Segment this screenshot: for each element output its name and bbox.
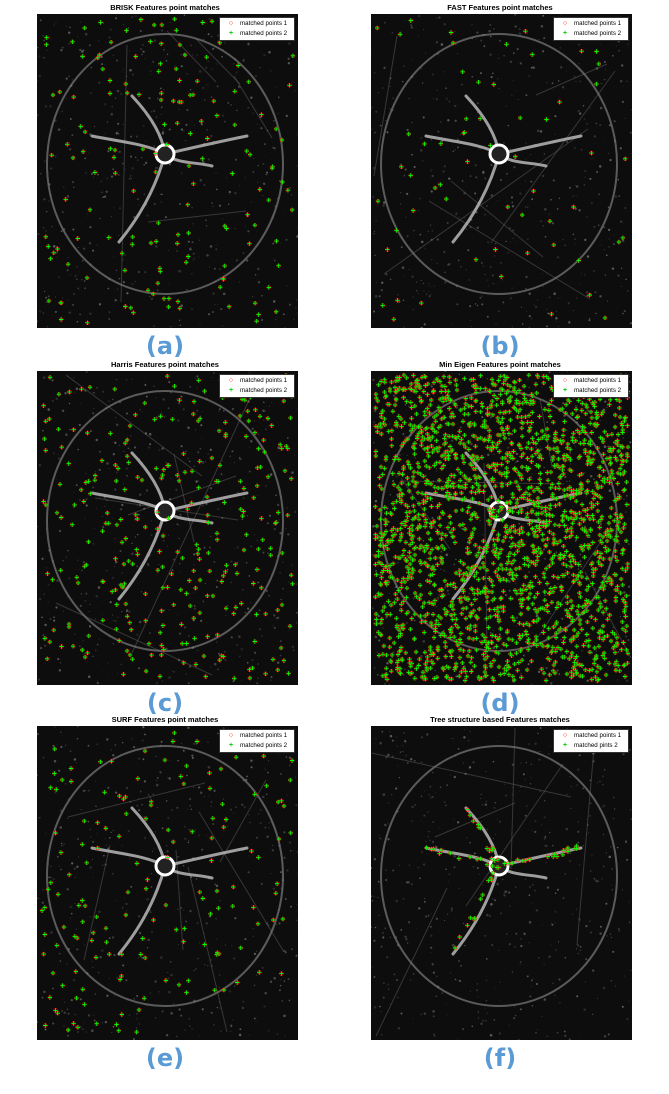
panel-caption: (b)	[480, 332, 520, 360]
microscopy-image: ○ matched points 1 + matched points 2	[371, 371, 632, 685]
legend-label-2: matched points 2	[240, 387, 288, 394]
green-plus-marker-icon: +	[562, 387, 568, 394]
legend-label-2: matched points 2	[240, 30, 288, 37]
image-scene	[371, 726, 632, 1040]
image-scene	[37, 726, 298, 1040]
legend-label-1: matched points 1	[240, 20, 288, 27]
legend-label-2: matched pints 2	[574, 742, 618, 749]
red-circle-marker-icon: ○	[228, 732, 234, 739]
red-circle-marker-icon: ○	[228, 377, 234, 384]
panel-title: BRISK Features point matches	[110, 3, 220, 12]
legend-label-1: matched points 1	[574, 732, 622, 739]
panel-caption: (c)	[146, 689, 184, 717]
green-plus-marker-icon: +	[228, 387, 234, 394]
image-scene	[37, 371, 298, 685]
red-circle-marker-icon: ○	[228, 20, 234, 27]
panel-title: SURF Features point matches	[111, 715, 219, 724]
panel-title: Min Eigen Features point matches	[439, 360, 561, 369]
panel-caption: (e)	[145, 1044, 185, 1072]
green-plus-marker-icon: +	[562, 742, 568, 749]
legend: ○ matched points 1 + matched pints 2	[553, 729, 629, 753]
legend-label-1: matched points 1	[574, 377, 622, 384]
legend: ○ matched points 1 + matched points 2	[219, 729, 295, 753]
panel-caption: (a)	[145, 332, 185, 360]
microscopy-image: ○ matched points 1 + matched points 2	[37, 726, 298, 1040]
red-circle-marker-icon: ○	[562, 20, 568, 27]
microscopy-image: ○ matched points 1 + matched points 2	[37, 371, 298, 685]
microscopy-image: ○ matched points 1 + matched points 2	[37, 14, 298, 328]
red-circle-marker-icon: ○	[562, 377, 568, 384]
legend: ○ matched points 1 + matched points 2	[553, 374, 629, 398]
legend-label-2: matched points 2	[240, 742, 288, 749]
panel-caption: (d)	[480, 689, 520, 717]
legend: ○ matched points 1 + matched points 2	[219, 17, 295, 41]
image-scene	[37, 14, 298, 328]
image-scene	[371, 371, 632, 685]
microscopy-image: ○ matched points 1 + matched points 2	[371, 14, 632, 328]
legend: ○ matched points 1 + matched points 2	[553, 17, 629, 41]
panel-title: Tree structure based Features matches	[430, 715, 570, 724]
panel-caption: (f)	[483, 1044, 517, 1072]
legend-label-1: matched points 1	[574, 20, 622, 27]
red-circle-marker-icon: ○	[562, 732, 568, 739]
legend-label-1: matched points 1	[240, 377, 288, 384]
panel-title: Harris Features point matches	[111, 360, 219, 369]
green-plus-marker-icon: +	[228, 30, 234, 37]
microscopy-image: ○ matched points 1 + matched pints 2	[371, 726, 632, 1040]
legend-label-2: matched points 2	[574, 387, 622, 394]
image-scene	[371, 14, 632, 328]
legend-label-1: matched points 1	[240, 732, 288, 739]
legend: ○ matched points 1 + matched points 2	[219, 374, 295, 398]
legend-label-2: matched points 2	[574, 30, 622, 37]
panel-title: FAST Features point matches	[447, 3, 553, 12]
green-plus-marker-icon: +	[228, 742, 234, 749]
green-plus-marker-icon: +	[562, 30, 568, 37]
